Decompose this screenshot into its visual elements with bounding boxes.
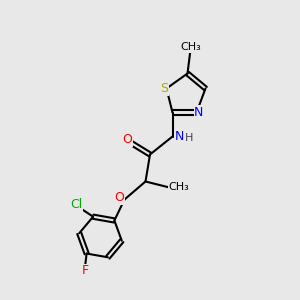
Text: CH₃: CH₃ bbox=[168, 182, 189, 193]
Text: S: S bbox=[160, 82, 168, 95]
Text: F: F bbox=[82, 264, 89, 277]
Text: O: O bbox=[114, 191, 124, 204]
Text: Cl: Cl bbox=[70, 198, 83, 211]
Text: CH₃: CH₃ bbox=[180, 42, 201, 52]
Text: N: N bbox=[174, 130, 184, 143]
Text: O: O bbox=[123, 133, 132, 146]
Text: H: H bbox=[185, 133, 193, 143]
Text: N: N bbox=[194, 106, 204, 119]
